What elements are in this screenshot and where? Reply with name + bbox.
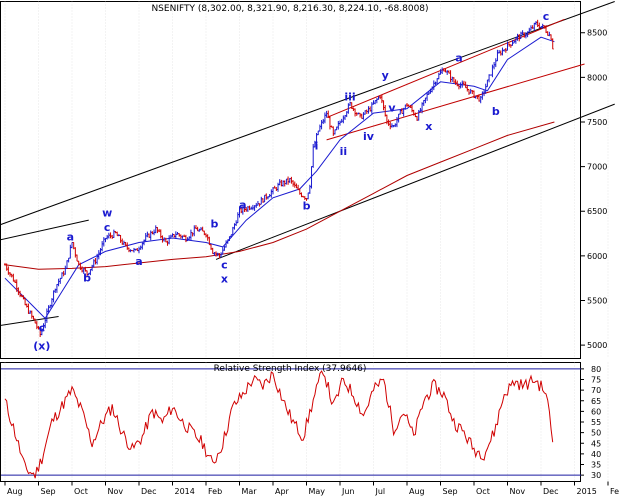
rsi-tick-label: 65 [591,397,601,406]
y-tick-label: 8000 [587,73,607,82]
x-tick-label: Aug [7,487,23,496]
y-tick-label: 6000 [587,252,607,261]
rsi-tick-label: 60 [591,407,601,416]
x-tick-label: Nov [510,487,526,496]
x-tick-label: Jun [341,487,355,496]
x-tick-label: Dec [543,487,558,496]
rsi-tick-label: 70 [591,386,601,395]
rsi-chart-title: Relative Strength Index (37.9646) [214,364,367,374]
wave-label: a [239,199,246,212]
wave-label: c [221,258,228,271]
slow-moving-average [4,121,555,270]
trendline [0,1,615,226]
rsi-tick-label: 30 [591,471,601,480]
x-tick-label: Nov [108,487,124,496]
trendline [0,219,89,241]
trendlines [0,1,615,326]
y-tick-label: 5000 [587,341,607,350]
y-tick-label: 5500 [587,296,607,305]
y-tick-label: 8500 [587,29,607,38]
wave-label: c [39,322,46,335]
y-tick-label: 7000 [587,163,607,172]
wave-label: iii [344,91,355,104]
rsi-tick-label: 45 [591,439,601,448]
x-tick-label: 2015 [577,487,597,496]
x-tick-label: Oct [74,487,88,496]
rsi-tick-label: 40 [591,450,601,459]
wave-label: b [492,105,500,118]
y-tick-label: 6500 [587,207,607,216]
wave-label: b [210,217,218,230]
wave-label: ii [340,145,348,158]
rsi-series [4,370,554,479]
x-tick-label: Oct [476,487,490,496]
wave-label: (x) [33,340,50,353]
trendline [0,316,59,326]
x-tick-label: Apr [275,487,290,496]
rsi-line [4,370,554,479]
rsi-tick-label: 50 [591,429,601,438]
x-tick-label: Dec [141,487,156,496]
wave-label: v [388,101,396,114]
wave-label: b [303,199,311,212]
x-tick-label: 2014 [175,487,195,496]
x-tick-label: Jul [375,487,386,496]
x-tick-label: Aug [409,487,425,496]
y-tick-label: 7500 [587,118,607,127]
rsi-tick-label: 80 [591,365,601,374]
wave-label: c [104,221,111,234]
x-tick-label: Feb [208,487,222,496]
rsi-reference-lines [1,368,581,476]
rsi-tick-label: 75 [591,376,601,385]
wave-label: b [83,272,91,285]
wave-label: y [382,69,389,82]
wave-label: a [67,231,74,244]
wave-label: iv [363,130,375,143]
wave-label: x [425,120,432,133]
fast-moving-average [4,36,555,320]
wave-label: i [315,140,319,153]
x-axis-labels: Aug Sep Oct Nov Dec 2014 Feb Mar Apr May Jun Jul Aug… [4,481,619,496]
moving-averages [4,36,555,320]
trendline [215,103,615,260]
price-chart-title: NSENIFTY (8,302.00, 8,321.90, 8,216.30, … [151,4,428,14]
rsi-tick-label: 35 [591,461,601,470]
x-tick-label: Sep [443,487,458,496]
price-panel-frame [0,1,581,359]
price-bars [4,19,554,338]
rsi-panel-frame [0,362,581,482]
grid [4,1,609,482]
trendline [326,63,585,141]
wave-label: w [102,207,112,220]
x-tick-label: Sep [41,487,56,496]
wave-label: c [543,10,550,23]
x-tick-label: Mar [242,487,258,496]
price-y-ticks: 5000 5500 6000 6500 7000 7500 8000 8500 [581,29,607,350]
x-tick-label: May [309,487,326,496]
rsi-tick-label: 55 [591,418,601,427]
wave-label: a [455,51,462,64]
trendline [326,18,565,118]
wave-label: x [221,273,228,286]
wave-label: a [135,255,142,268]
x-tick-label: Fe [610,487,619,496]
